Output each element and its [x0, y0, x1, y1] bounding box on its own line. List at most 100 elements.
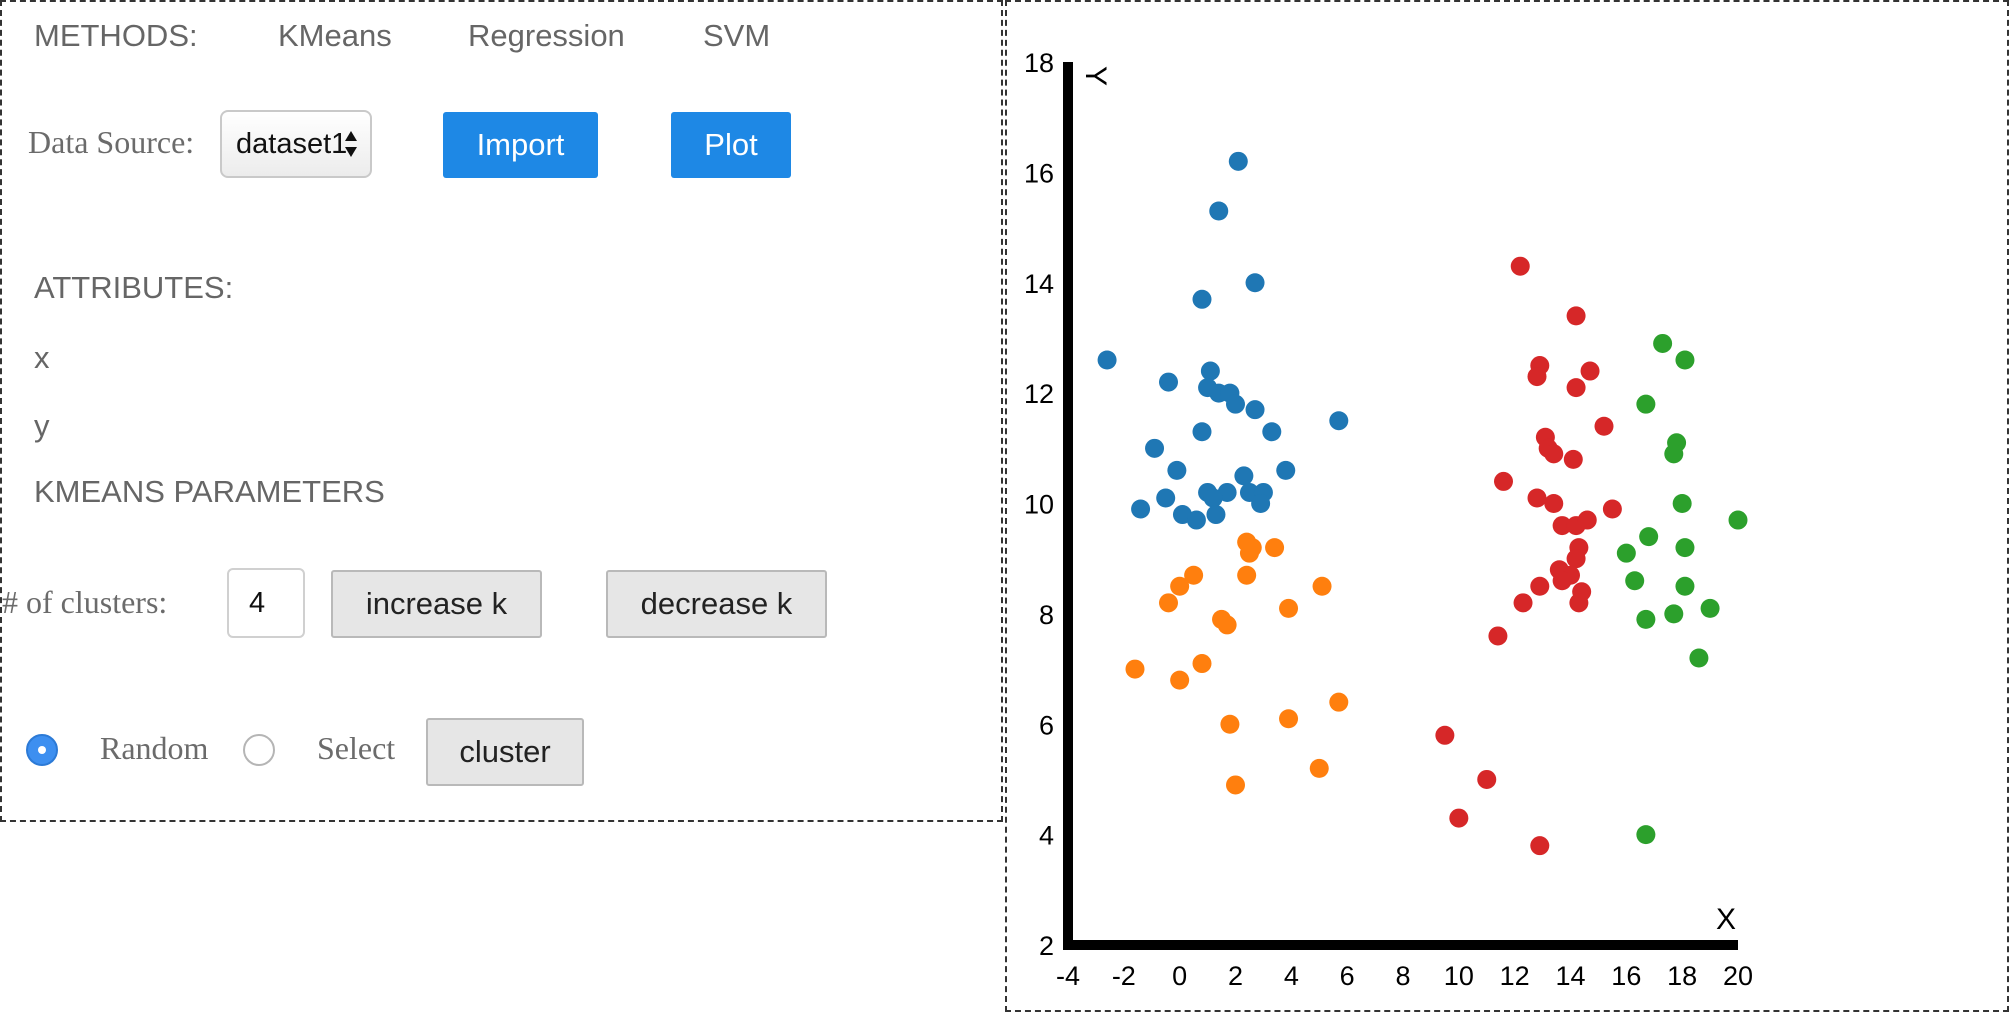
data-source-select[interactable]: dataset1: [220, 110, 372, 178]
data-point-cluster-2: [1226, 775, 1245, 795]
y-tick-label: 18: [1024, 48, 1054, 78]
data-point-cluster-2: [1309, 758, 1329, 778]
data-point-cluster-2: [1237, 565, 1257, 585]
data-point-cluster-2: [1220, 714, 1240, 734]
y-tick-label: 8: [1039, 600, 1054, 630]
data-point-cluster-4: [1636, 825, 1656, 845]
controls-panel: METHODS: KMeans Regression SVM Data Sour…: [0, 0, 1003, 822]
data-point-cluster-2: [1279, 598, 1299, 618]
data-point-cluster-1: [1131, 499, 1151, 519]
data-point-cluster-4: [1616, 543, 1636, 563]
cluster-button[interactable]: cluster: [426, 718, 584, 786]
clusters-label: # of clusters:: [2, 584, 168, 620]
data-point-cluster-1: [1145, 438, 1165, 458]
x-tick-label: 14: [1555, 961, 1585, 991]
data-point-cluster-4: [1625, 571, 1645, 591]
data-point-cluster-3: [1477, 769, 1497, 789]
x-tick-label: 12: [1500, 961, 1530, 991]
data-point-cluster-2: [1312, 576, 1332, 596]
data-point-cluster-2: [1170, 576, 1190, 596]
data-point-cluster-4: [1700, 598, 1720, 618]
data-point-cluster-3: [1566, 306, 1586, 326]
menu-item-kmeans[interactable]: KMeans: [278, 18, 392, 53]
x-tick-label: 8: [1395, 961, 1410, 991]
data-point-cluster-1: [1234, 466, 1254, 486]
data-point-cluster-3: [1566, 549, 1586, 569]
data-point-cluster-4: [1675, 350, 1695, 370]
increase-k-button[interactable]: increase k: [331, 570, 542, 638]
data-point-cluster-3: [1569, 593, 1589, 613]
data-point-cluster-3: [1449, 808, 1469, 828]
y-tick-label: 2: [1039, 931, 1054, 961]
data-point-cluster-1: [1276, 460, 1296, 480]
data-point-cluster-3: [1488, 626, 1508, 646]
x-tick-label: 0: [1172, 961, 1187, 991]
data-point-cluster-4: [1639, 527, 1659, 547]
x-tick-label: 2: [1228, 961, 1243, 991]
kmeans-parameters-heading: KMEANS PARAMETERS: [34, 474, 385, 509]
data-point-cluster-1: [1245, 273, 1265, 293]
attribute-item-y[interactable]: y: [34, 408, 50, 443]
x-axis-label: X: [1716, 903, 1736, 936]
data-point-cluster-4: [1664, 444, 1684, 464]
plot-button[interactable]: Plot: [671, 112, 791, 178]
x-tick-label: 20: [1723, 961, 1753, 991]
data-point-cluster-4: [1675, 538, 1695, 558]
attributes-heading: ATTRIBUTES:: [34, 270, 234, 305]
data-point-cluster-3: [1513, 593, 1533, 613]
import-button[interactable]: Import: [443, 112, 598, 178]
data-point-cluster-1: [1167, 460, 1187, 480]
data-point-cluster-1: [1192, 289, 1212, 309]
data-point-cluster-4: [1728, 510, 1748, 530]
data-point-cluster-2: [1125, 659, 1145, 679]
data-point-cluster-1: [1262, 422, 1282, 442]
data-point-cluster-2: [1184, 565, 1204, 585]
y-tick-label: 10: [1024, 490, 1054, 520]
data-point-cluster-3: [1577, 510, 1597, 530]
data-point-cluster-1: [1329, 411, 1349, 431]
y-tick-label: 14: [1024, 269, 1054, 299]
data-point-cluster-3: [1602, 499, 1622, 519]
random-radio[interactable]: [26, 734, 58, 766]
plot-panel: -4 -2 0 2 4 6 8 10 12 14 16 18 20 2 4 6 8 10 12 14 16 18 X Y: [1005, 0, 2009, 1012]
data-source-value: dataset1: [236, 128, 348, 160]
decrease-k-button[interactable]: decrease k: [606, 570, 827, 638]
data-point-cluster-1: [1203, 488, 1223, 508]
data-point-cluster-3: [1580, 361, 1600, 381]
data-point-cluster-4: [1636, 609, 1656, 629]
data-point-cluster-1: [1245, 400, 1265, 420]
data-point-cluster-1: [1159, 372, 1178, 392]
data-point-cluster-1: [1209, 201, 1229, 221]
chart-ticks: -4 -2 0 2 4 6 8 10 12 14 16 18 20 2 4 6 8 10 12 14 16 18: [1024, 48, 1753, 991]
x-tick-label: 16: [1611, 961, 1641, 991]
chart-points: [1097, 151, 1748, 856]
y-tick-label: 12: [1024, 379, 1054, 409]
methods-label: METHODS:: [34, 18, 198, 53]
attribute-item-x[interactable]: x: [34, 340, 50, 375]
data-point-cluster-2: [1192, 654, 1212, 674]
data-point-cluster-3: [1530, 576, 1550, 596]
clusters-input[interactable]: 4: [227, 568, 305, 638]
menu-item-svm[interactable]: SVM: [703, 18, 771, 53]
x-tick-label: 10: [1444, 961, 1474, 991]
x-tick-label: 18: [1667, 961, 1697, 991]
select-radio[interactable]: [243, 734, 275, 766]
menu-item-regression[interactable]: Regression: [468, 18, 625, 53]
x-tick-label: -2: [1112, 961, 1136, 991]
data-point-cluster-3: [1594, 416, 1614, 436]
data-point-cluster-1: [1192, 422, 1212, 442]
data-point-cluster-2: [1329, 692, 1349, 712]
data-point-cluster-1: [1097, 350, 1117, 370]
x-tick-label: -4: [1056, 961, 1080, 991]
data-point-cluster-3: [1527, 367, 1547, 387]
data-point-cluster-2: [1217, 615, 1237, 635]
data-point-cluster-2: [1279, 709, 1299, 729]
data-point-cluster-4: [1689, 648, 1709, 668]
random-label: Random: [100, 730, 209, 766]
data-point-cluster-2: [1159, 593, 1178, 613]
y-axis-label: Y: [1079, 66, 1112, 86]
data-source-label: Data Source:: [28, 124, 195, 160]
data-point-cluster-3: [1544, 494, 1564, 513]
data-point-cluster-3: [1510, 256, 1530, 276]
data-point-cluster-1: [1228, 151, 1248, 171]
